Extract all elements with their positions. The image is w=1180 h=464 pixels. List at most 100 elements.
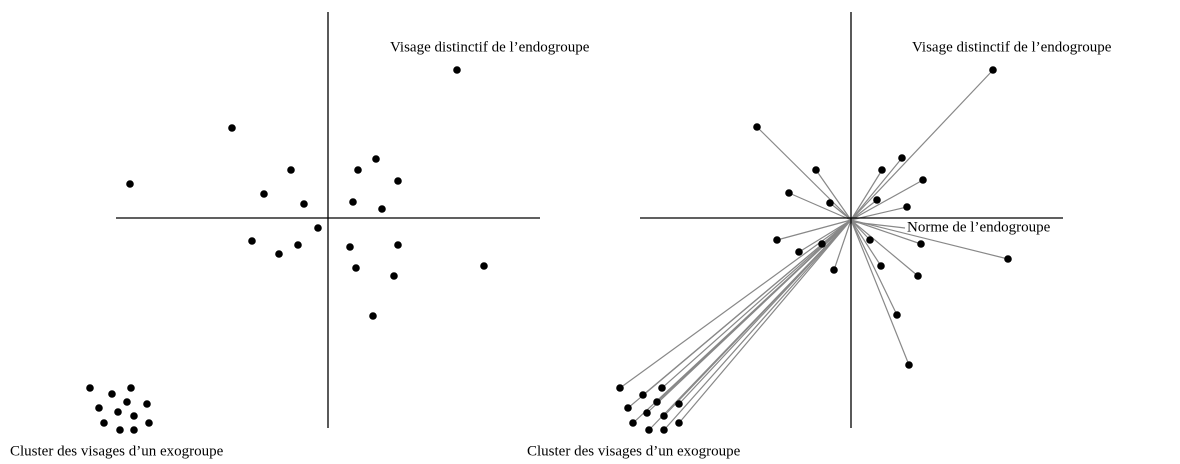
- dot: [1004, 255, 1012, 263]
- label-pointer: [852, 221, 906, 229]
- ray: [850, 219, 910, 366]
- dot: [390, 272, 398, 280]
- dot: [675, 419, 683, 427]
- ray: [788, 192, 852, 221]
- ray: [678, 219, 852, 424]
- dot: [130, 426, 138, 434]
- rays: [619, 69, 1009, 431]
- dot: [624, 404, 632, 412]
- dot: [394, 177, 402, 185]
- ray: [663, 219, 852, 417]
- dot: [260, 190, 268, 198]
- dot: [643, 409, 651, 417]
- dot: [95, 404, 103, 412]
- dot: [658, 384, 666, 392]
- dot: [905, 361, 913, 369]
- dot: [914, 272, 922, 280]
- dot: [629, 419, 637, 427]
- center-label: Norme de l’endogroupe: [907, 219, 1051, 235]
- ray: [850, 199, 878, 221]
- bottom-label: Cluster des visages d’un exogroupe: [527, 443, 741, 459]
- dot: [114, 408, 122, 416]
- ray: [850, 169, 883, 221]
- dot: [453, 66, 461, 74]
- dot: [127, 384, 135, 392]
- dot: [143, 400, 151, 408]
- dot: [100, 419, 108, 427]
- ray: [619, 219, 852, 389]
- dot: [660, 412, 668, 420]
- dot: [126, 180, 134, 188]
- dot: [639, 391, 647, 399]
- ray: [850, 219, 922, 245]
- dot: [877, 262, 885, 270]
- ray: [661, 219, 852, 389]
- top-label: Visage distinctif de l’endogroupe: [390, 39, 590, 55]
- dot: [352, 264, 360, 272]
- dot: [812, 166, 820, 174]
- ray: [850, 219, 919, 277]
- dot: [228, 124, 236, 132]
- dot: [314, 224, 322, 232]
- dot: [675, 400, 683, 408]
- left-panel: Visage distinctif de l’endogroupe Cluste…: [10, 12, 590, 459]
- dot: [903, 203, 911, 211]
- dot: [300, 200, 308, 208]
- dot: [86, 384, 94, 392]
- dot: [616, 384, 624, 392]
- dot: [818, 240, 826, 248]
- dot: [873, 196, 881, 204]
- dot: [394, 241, 402, 249]
- dot: [349, 198, 357, 206]
- dot: [287, 166, 295, 174]
- ray: [850, 69, 994, 221]
- dot: [989, 66, 997, 74]
- dot: [369, 312, 377, 320]
- dot: [753, 123, 761, 131]
- ray: [627, 219, 852, 409]
- dot: [116, 426, 124, 434]
- ray: [850, 219, 1009, 260]
- dot: [108, 390, 116, 398]
- dot: [378, 205, 386, 213]
- ray: [756, 126, 852, 221]
- dot: [773, 236, 781, 244]
- dot: [480, 262, 488, 270]
- dot: [130, 412, 138, 420]
- right-panel: Visage distinctif de l’endogroupe Cluste…: [527, 12, 1112, 459]
- dot: [275, 250, 283, 258]
- ray: [850, 157, 903, 221]
- dot: [123, 398, 131, 406]
- dot: [878, 166, 886, 174]
- dot: [346, 243, 354, 251]
- dot: [785, 189, 793, 197]
- ray: [776, 219, 852, 241]
- dot: [354, 166, 362, 174]
- bottom-label: Cluster des visages d’un exogroupe: [10, 443, 224, 459]
- dot: [145, 419, 153, 427]
- dot: [294, 241, 302, 249]
- dot: [795, 248, 803, 256]
- dot: [866, 236, 874, 244]
- top-label: Visage distinctif de l’endogroupe: [912, 39, 1112, 55]
- ray: [850, 219, 882, 267]
- dot: [660, 426, 668, 434]
- ray: [850, 219, 898, 316]
- dot: [830, 266, 838, 274]
- dot: [653, 398, 661, 406]
- ray: [833, 219, 852, 271]
- dot: [893, 311, 901, 319]
- dot: [645, 426, 653, 434]
- dot: [898, 154, 906, 162]
- ray: [815, 169, 852, 221]
- ray: [632, 219, 852, 424]
- ray: [663, 219, 852, 431]
- dot: [826, 199, 834, 207]
- dot: [248, 237, 256, 245]
- dot: [919, 176, 927, 184]
- ray: [829, 202, 852, 221]
- dot: [372, 155, 380, 163]
- ray: [798, 219, 852, 253]
- dot: [917, 240, 925, 248]
